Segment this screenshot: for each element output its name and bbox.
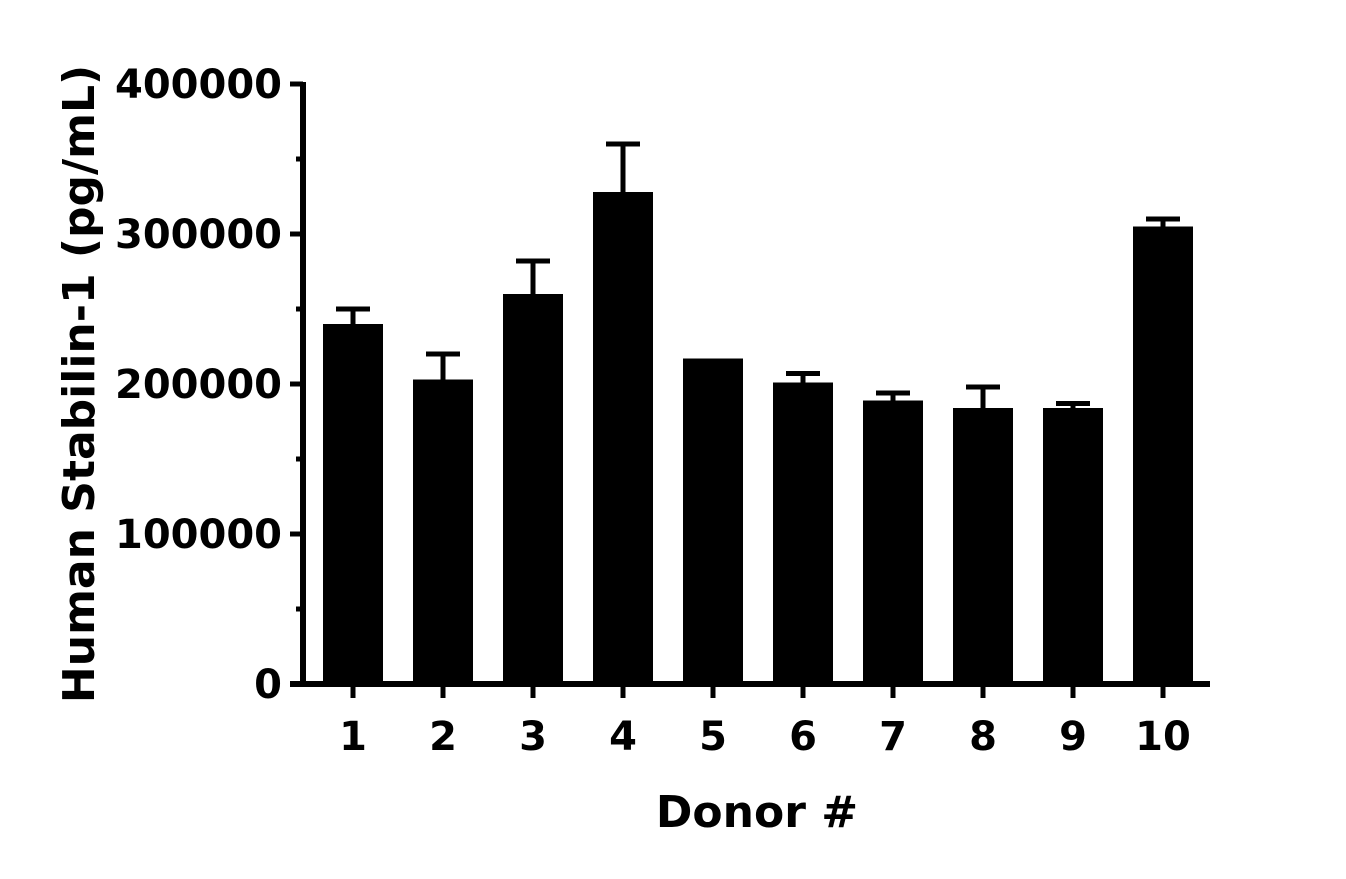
x-tick-label: 2 bbox=[429, 714, 457, 760]
x-tick-label: 4 bbox=[609, 714, 637, 760]
x-axis-label: Donor # bbox=[656, 787, 858, 838]
x-tick-label: 9 bbox=[1059, 714, 1087, 760]
bar-donor-8 bbox=[953, 408, 1013, 684]
x-tick-label: 1 bbox=[339, 714, 367, 760]
bar-donor-4 bbox=[593, 192, 653, 684]
bars-group bbox=[323, 192, 1193, 684]
y-tick-label: 200000 bbox=[115, 362, 282, 408]
x-tick-label: 7 bbox=[879, 714, 907, 760]
bar-donor-3 bbox=[503, 294, 563, 684]
bar-donor-2 bbox=[413, 379, 473, 684]
x-ticks-group: 1 2 3 4 5 6 7 8 9 10 bbox=[339, 684, 1191, 760]
bar-donor-7 bbox=[863, 400, 923, 684]
x-tick-label: 3 bbox=[519, 714, 547, 760]
x-tick-label: 6 bbox=[789, 714, 817, 760]
y-ticks-group: 0 100000 200000 300000 400000 bbox=[115, 62, 303, 708]
bar-donor-9 bbox=[1043, 408, 1103, 684]
y-tick-label: 0 bbox=[254, 662, 282, 708]
x-tick-label: 8 bbox=[969, 714, 997, 760]
y-tick-label: 100000 bbox=[115, 512, 282, 558]
error-bars-group bbox=[336, 141, 1180, 408]
y-axis-label: Human Stabilin-1 (pg/mL) bbox=[54, 65, 105, 703]
bar-donor-5 bbox=[683, 358, 743, 684]
x-tick-label: 5 bbox=[699, 714, 727, 760]
y-tick-label: 400000 bbox=[115, 62, 282, 108]
bar-donor-1 bbox=[323, 324, 383, 684]
bar-donor-10 bbox=[1133, 226, 1193, 684]
y-tick-label: 300000 bbox=[115, 212, 282, 258]
x-tick-label: 10 bbox=[1135, 714, 1191, 760]
bar-donor-6 bbox=[773, 382, 833, 684]
